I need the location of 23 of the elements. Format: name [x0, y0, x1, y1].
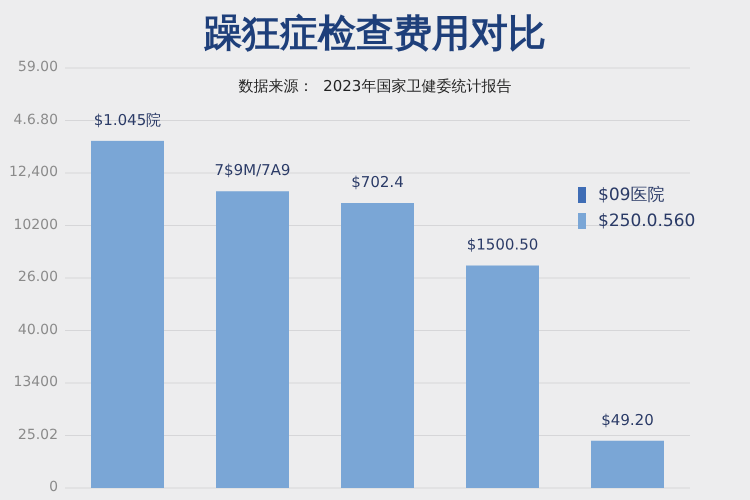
bar — [466, 266, 539, 488]
text: 12,400 — [8, 164, 58, 180]
annotation: 7$9M/7A9 — [214, 161, 290, 180]
bar — [91, 140, 164, 488]
annotation: $702.4 — [351, 173, 404, 192]
text: 26.00 — [16, 269, 58, 285]
text: 59.00 — [16, 59, 58, 75]
chart-subtitle: 数据来源： 2023年国家卫健委统计报告 — [238, 77, 512, 96]
text: 25.02 — [16, 426, 58, 442]
text: 0 — [48, 479, 58, 495]
bar — [591, 440, 664, 488]
chart-title: 躁狂症检查费用对比 — [203, 10, 547, 57]
text: 10200 — [12, 216, 58, 232]
text: 13400 — [12, 374, 58, 390]
annotation: $1500.50 — [466, 236, 538, 254]
text: 4.6.80 — [12, 112, 58, 128]
annotation: $250.0.560 — [598, 211, 696, 231]
annotation: $09医院 — [598, 184, 664, 206]
bar — [216, 191, 289, 488]
text: 40.00 — [16, 322, 58, 338]
text: $1.045院 — [94, 110, 162, 129]
bar — [341, 203, 414, 488]
annotation: $49.20 — [601, 410, 654, 429]
